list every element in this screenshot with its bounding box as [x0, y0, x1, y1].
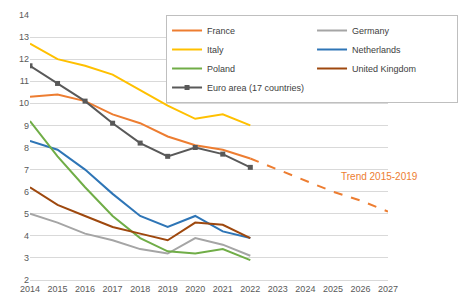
svg-text:2023: 2023 — [268, 284, 288, 294]
svg-text:7: 7 — [24, 165, 29, 175]
svg-text:2024: 2024 — [295, 284, 315, 294]
svg-text:Netherlands: Netherlands — [352, 45, 401, 55]
svg-text:14: 14 — [19, 10, 29, 20]
svg-text:Italy: Italy — [207, 45, 224, 55]
svg-text:2: 2 — [24, 275, 29, 285]
svg-text:Germany: Germany — [352, 26, 390, 36]
svg-text:2015: 2015 — [48, 284, 68, 294]
svg-text:8: 8 — [24, 143, 29, 153]
svg-text:2027: 2027 — [378, 284, 398, 294]
svg-text:12: 12 — [19, 54, 29, 64]
svg-text:2017: 2017 — [103, 284, 123, 294]
svg-text:5: 5 — [24, 209, 29, 219]
svg-text:10: 10 — [19, 98, 29, 108]
svg-text:9: 9 — [24, 121, 29, 131]
svg-text:2021: 2021 — [213, 284, 233, 294]
svg-text:13: 13 — [19, 32, 29, 42]
svg-text:2016: 2016 — [75, 284, 95, 294]
svg-text:2025: 2025 — [323, 284, 343, 294]
svg-text:2026: 2026 — [350, 284, 370, 294]
svg-text:2014: 2014 — [20, 284, 40, 294]
svg-text:2018: 2018 — [130, 284, 150, 294]
svg-text:2020: 2020 — [185, 284, 205, 294]
svg-text:Poland: Poland — [207, 64, 235, 74]
svg-text:Trend 2015-2019: Trend 2015-2019 — [341, 171, 418, 182]
svg-text:2022: 2022 — [240, 284, 260, 294]
svg-text:3: 3 — [24, 253, 29, 263]
svg-text:United Kingdom: United Kingdom — [352, 64, 416, 74]
svg-text:Euro area (17 countries): Euro area (17 countries) — [207, 83, 304, 93]
svg-text:2019: 2019 — [158, 284, 178, 294]
svg-text:France: France — [207, 26, 235, 36]
svg-text:11: 11 — [20, 76, 29, 86]
svg-text:6: 6 — [24, 187, 29, 197]
svg-text:4: 4 — [24, 231, 29, 241]
